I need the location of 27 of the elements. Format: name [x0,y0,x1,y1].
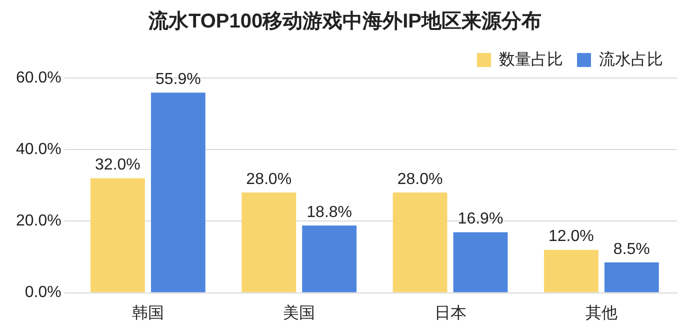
bar [604,262,659,292]
bar [302,225,357,292]
y-tick-label: 0.0% [24,284,62,302]
y-tick-label: 20.0% [16,212,62,230]
data-label: 16.9% [458,210,504,228]
bar [453,232,508,292]
bar [544,250,598,292]
bar [392,192,448,292]
x-tick-label: 日本 [434,304,466,322]
data-label: 32.0% [95,156,140,174]
y-tick-label: 60.0% [16,69,62,86]
x-tick-label: 美国 [283,304,316,322]
x-tick-label: 韩国 [132,304,164,322]
chart-title: 流水TOP100移动游戏中海外IP地区来源分布 [147,10,542,33]
data-label: 28.0% [397,170,443,188]
data-label: 8.5% [613,240,650,258]
x-tick-label: 其他 [585,304,618,322]
legend-label: 数量占比 [499,50,563,68]
bar [90,178,145,292]
data-label: 12.0% [548,228,594,246]
data-label: 55.9% [155,71,201,88]
bar [150,92,206,292]
y-tick-label: 40.0% [16,141,62,158]
data-label: 28.0% [246,170,292,188]
bar [242,192,296,292]
data-label: 18.8% [306,204,352,221]
legend-label: 流水占比 [599,50,663,68]
